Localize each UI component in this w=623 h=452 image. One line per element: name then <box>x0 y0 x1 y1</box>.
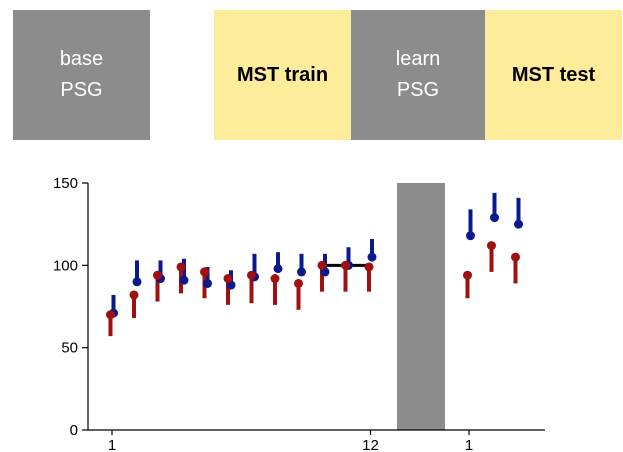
data-point-red <box>317 260 327 270</box>
data-point-red <box>176 262 186 272</box>
y-tick-label: 50 <box>61 340 78 357</box>
protocol-block-mst-train: MST train <box>214 10 351 140</box>
data-point-red <box>106 310 115 320</box>
data-point-blue <box>514 219 523 229</box>
x-tick-label: 1 <box>108 437 116 452</box>
protocol-block-learn-psg: learn PSG <box>351 10 485 140</box>
data-point-red <box>463 270 472 280</box>
data-point-red <box>341 260 350 270</box>
data-point-blue <box>297 267 306 277</box>
data-point-blue <box>466 231 475 241</box>
x-tick-label: 1 <box>465 437 473 452</box>
protocol-block-base-psg: base PSG <box>13 10 150 140</box>
data-point-blue <box>179 275 189 285</box>
data-point-red <box>223 274 233 284</box>
y-tick-label: 150 <box>53 175 78 192</box>
protocol-block-line: base <box>59 48 104 70</box>
data-point-red <box>129 290 139 300</box>
y-tick-label: 0 <box>70 422 78 439</box>
protocol-block-line: MST train <box>236 63 329 86</box>
data-point-red <box>294 278 303 288</box>
protocol-block-line: MST test <box>511 63 596 86</box>
data-point-red <box>247 270 256 280</box>
data-point-red <box>511 252 520 262</box>
data-point-blue <box>367 252 377 262</box>
protocol-block-line: PSG <box>60 79 103 101</box>
protocol-block-line: PSG <box>396 79 440 101</box>
y-tick-label: 100 <box>53 257 78 274</box>
x-tick-label: 12 <box>362 437 379 452</box>
protocol-block-line: learn <box>395 48 441 70</box>
data-point-red <box>364 262 374 272</box>
data-point-red <box>270 274 280 284</box>
data-point-red <box>153 270 162 280</box>
data-point-blue <box>490 213 499 223</box>
data-point-red <box>487 241 496 251</box>
protocol-block-mst-test: MST test <box>485 10 622 140</box>
data-point-red <box>200 267 209 277</box>
data-point-blue <box>132 277 142 287</box>
gray-band <box>397 183 445 430</box>
data-point-blue <box>273 264 283 274</box>
data-point-blue <box>203 278 212 288</box>
